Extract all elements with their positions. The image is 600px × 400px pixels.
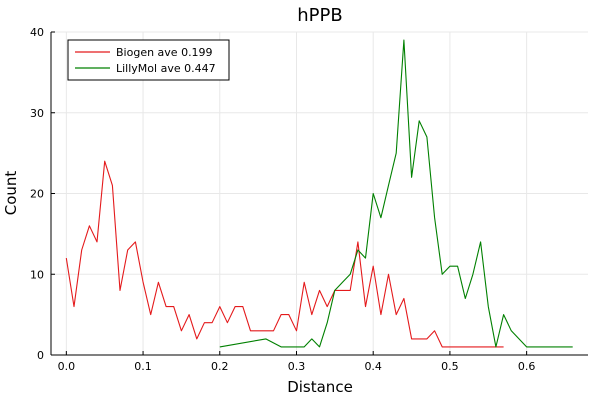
series-layer <box>65 39 573 348</box>
y-tick-label: 20 <box>30 188 44 201</box>
y-tick-label: 40 <box>30 26 44 39</box>
x-tick-label: 0.6 <box>518 360 536 373</box>
y-tick-label: 0 <box>37 349 44 362</box>
chart-title: hPPB <box>297 5 342 26</box>
legend: Biogen ave 0.199 LillyMol ave 0.447 <box>67 39 230 81</box>
x-tick-label: 0.0 <box>58 360 76 373</box>
legend-label-biogen: Biogen ave 0.199 <box>116 46 213 59</box>
legend-box <box>67 39 230 81</box>
x-tick-label: 0.5 <box>441 360 459 373</box>
x-tick-label: 0.4 <box>364 360 382 373</box>
x-tick-label: 0.2 <box>211 360 229 373</box>
ticks: 0.0 0.1 0.2 0.3 0.4 0.5 0.6 0 10 20 30 40 <box>30 26 535 373</box>
series-line-biogen <box>65 160 504 348</box>
x-axis-label: Distance <box>287 378 353 396</box>
y-tick-label: 10 <box>30 268 44 281</box>
x-tick-label: 0.1 <box>134 360 152 373</box>
y-axis-label: Count <box>2 171 20 216</box>
series-line-lillymol <box>219 39 573 348</box>
legend-label-lillymol: LillyMol ave 0.447 <box>116 62 216 75</box>
y-tick-label: 30 <box>30 107 44 120</box>
x-tick-label: 0.3 <box>288 360 306 373</box>
